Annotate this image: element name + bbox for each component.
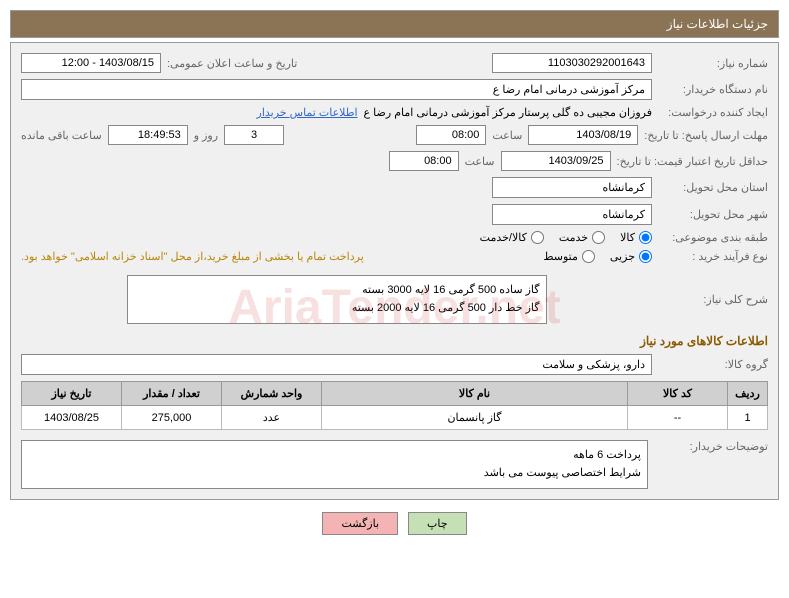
process-radio-group: جزیی متوسط [543, 250, 652, 263]
group-label: گروه کالا: [658, 358, 768, 371]
radio-service[interactable]: خدمت [559, 231, 605, 244]
summary-line-1: گاز ساده 500 گرمی 16 لایه 3000 بسته [134, 282, 540, 300]
province-label: استان محل تحویل: [658, 181, 768, 194]
deadline-date-field: 1403/08/19 [528, 125, 638, 145]
requester-value: فروزان مجیبی ده گلی پرستار مرکز آموزشی د… [364, 106, 652, 119]
main-panel: شماره نیاز: 1103030292001643 تاریخ و ساع… [10, 42, 779, 500]
summary-line-2: گاز خط دار 500 گرمی 16 لایه 2000 بسته [134, 300, 540, 318]
buyer-org-label: نام دستگاه خریدار: [658, 83, 768, 96]
buyer-notes-label: توضیحات خریدار: [658, 440, 768, 453]
contact-link[interactable]: اطلاعات تماس خریدار [257, 106, 358, 119]
group-field: دارو، پزشکی و سلامت [21, 354, 652, 375]
th-name: نام کالا [322, 382, 628, 406]
announce-label: تاریخ و ساعت اعلان عمومی: [167, 57, 297, 70]
process-label: نوع فرآیند خرید : [658, 250, 768, 263]
category-label: طبقه بندی موضوعی: [658, 231, 768, 244]
time-label-2: ساعت [465, 155, 495, 168]
table-row: 1--گاز پانسمانعدد275,0001403/08/25 [22, 406, 768, 430]
deadline-time-field: 08:00 [416, 125, 486, 145]
need-number-label: شماره نیاز: [658, 57, 768, 70]
cell-date: 1403/08/25 [22, 406, 122, 430]
province-field: کرمانشاه [492, 177, 652, 198]
summary-box: گاز ساده 500 گرمی 16 لایه 3000 بسته گاز … [127, 275, 547, 324]
announce-field: 1403/08/15 - 12:00 [21, 53, 161, 73]
deadline-label: مهلت ارسال پاسخ: تا تاریخ: [644, 129, 768, 142]
th-qty: تعداد / مقدار [122, 382, 222, 406]
countdown-field: 18:49:53 [108, 125, 188, 145]
radio-partial[interactable]: جزیی [610, 250, 652, 263]
remaining-label: ساعت باقی مانده [21, 129, 102, 142]
payment-note: پرداخت تمام یا بخشی از مبلغ خرید،از محل … [21, 250, 364, 263]
cell-name: گاز پانسمان [322, 406, 628, 430]
th-row: ردیف [728, 382, 768, 406]
buyer-org-field: مرکز آموزشی درمانی امام رضا ع [21, 79, 652, 100]
cell-qty: 275,000 [122, 406, 222, 430]
th-code: کد کالا [628, 382, 728, 406]
items-table: ردیف کد کالا نام کالا واحد شمارش تعداد /… [21, 381, 768, 430]
city-field: کرمانشاه [492, 204, 652, 225]
th-date: تاریخ نیاز [22, 382, 122, 406]
validity-label: حداقل تاریخ اعتبار قیمت: تا تاریخ: [617, 155, 768, 168]
category-radio-group: کالا خدمت کالا/خدمت [480, 231, 652, 244]
notes-line-2: شرایط اختصاصی پیوست می باشد [28, 465, 641, 483]
summary-label: شرح کلی نیاز: [658, 293, 768, 306]
items-section-title: اطلاعات کالاهای مورد نیاز [21, 334, 768, 348]
days-label: روز و [194, 129, 218, 142]
cell-unit: عدد [222, 406, 322, 430]
cell-code: -- [628, 406, 728, 430]
buyer-notes-box: پرداخت 6 ماهه شرایط اختصاصی پیوست می باش… [21, 440, 648, 489]
notes-line-1: پرداخت 6 ماهه [28, 447, 641, 465]
radio-goods[interactable]: کالا [620, 231, 652, 244]
validity-time-field: 08:00 [389, 151, 459, 171]
back-button[interactable]: بازگشت [322, 512, 398, 535]
need-number-field: 1103030292001643 [492, 53, 652, 73]
time-label-1: ساعت [492, 129, 522, 142]
cell-row: 1 [728, 406, 768, 430]
validity-date-field: 1403/09/25 [501, 151, 611, 171]
requester-label: ایجاد کننده درخواست: [658, 106, 768, 119]
print-button[interactable]: چاپ [408, 512, 467, 535]
days-field: 3 [224, 125, 284, 145]
city-label: شهر محل تحویل: [658, 208, 768, 221]
radio-both[interactable]: کالا/خدمت [480, 231, 544, 244]
panel-header: جزئیات اطلاعات نیاز [10, 10, 779, 38]
radio-medium[interactable]: متوسط [543, 250, 595, 263]
th-unit: واحد شمارش [222, 382, 322, 406]
